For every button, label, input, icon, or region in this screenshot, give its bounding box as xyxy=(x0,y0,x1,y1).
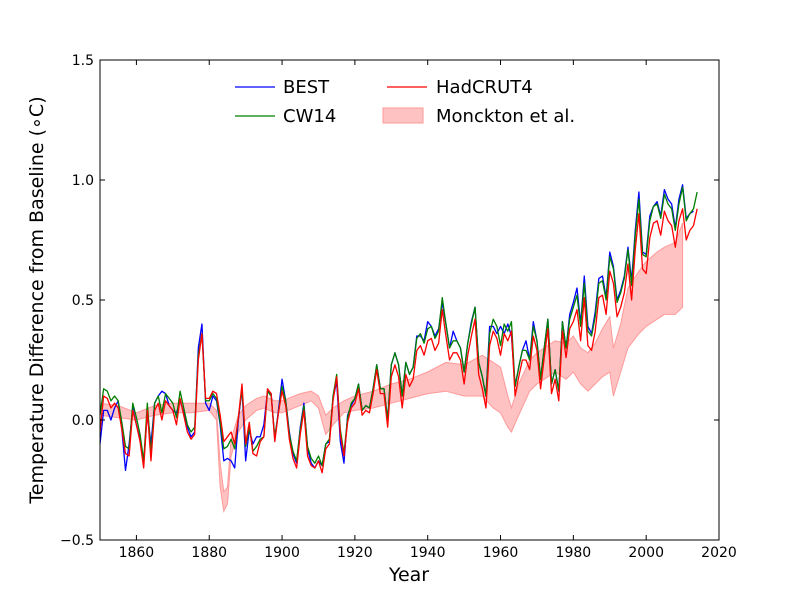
x-tick-label: 1960 xyxy=(483,545,519,561)
x-tick-label: 1860 xyxy=(119,545,155,561)
legend-label-monckton: Monckton et al. xyxy=(436,106,575,127)
axis-ticks: 1860 1880 1900 1920 1940 1960 1980 2000 2020 −0.5… xyxy=(60,53,737,561)
x-tick-label: 1880 xyxy=(191,545,227,561)
y-tick-label: 1.0 xyxy=(72,173,94,189)
y-tick-label: 0.0 xyxy=(72,413,94,429)
plot-area xyxy=(100,184,698,513)
x-tick-label: 2000 xyxy=(628,545,664,561)
x-axis-label: Year xyxy=(388,564,429,586)
monckton-band xyxy=(100,223,684,513)
legend-label-best: BEST xyxy=(283,77,330,98)
y-tick-label: 1.5 xyxy=(72,53,94,69)
x-tick-label: 1900 xyxy=(264,545,300,561)
legend-label-cw14: CW14 xyxy=(283,106,336,127)
x-tick-label: 1920 xyxy=(337,545,373,561)
series-line-hadcrut4 xyxy=(100,208,698,474)
y-tick-label: −0.5 xyxy=(60,533,94,549)
y-axis-label: Temperature Difference from Baseline (∘C… xyxy=(26,96,48,504)
x-tick-label: 1980 xyxy=(556,545,592,561)
legend: BEST CW14 HadCRUT4 Monckton et al. xyxy=(235,77,575,127)
legend-label-hadcrut4: HadCRUT4 xyxy=(436,77,533,98)
x-tick-label: 2020 xyxy=(701,545,737,561)
legend-swatch-monckton xyxy=(382,107,424,124)
y-tick-label: 0.5 xyxy=(72,293,94,309)
x-tick-label: 1940 xyxy=(410,545,446,561)
